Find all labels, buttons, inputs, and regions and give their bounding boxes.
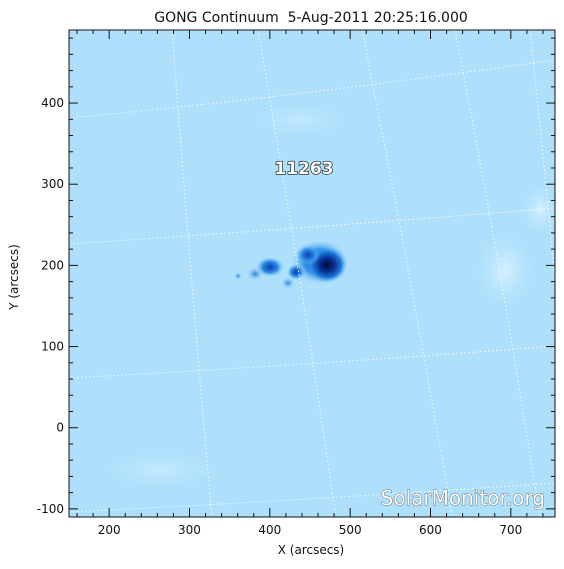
x-tick-label: 300 — [178, 523, 201, 537]
plage-region — [475, 232, 535, 308]
solarmonitor-watermark: SolarMonitor.org — [381, 486, 545, 510]
heliographic-grid — [69, 30, 555, 517]
x-axis-tick-labels: 200 300 400 500 600 700 — [98, 523, 523, 537]
sunspot — [256, 257, 284, 277]
sunspot — [287, 264, 305, 280]
y-tick-label: 400 — [41, 96, 64, 110]
plage-region — [100, 450, 220, 490]
sunspot — [234, 272, 242, 280]
x-tick-label: 500 — [339, 523, 362, 537]
y-axis-tick-labels: -100 0 100 200 300 400 — [37, 96, 64, 516]
image-title: GONG Continuum 5-Aug-2011 20:25:16.000 — [154, 10, 468, 26]
sunspot — [296, 245, 320, 265]
plage-region — [250, 102, 350, 138]
y-axis-title: Y (arcsecs) — [7, 244, 21, 311]
y-tick-label: 0 — [56, 421, 64, 435]
x-tick-label: 200 — [98, 523, 121, 537]
x-axis-title: X (arcsecs) — [278, 543, 345, 557]
y-tick-label: 100 — [41, 340, 64, 354]
sunspot — [281, 277, 295, 289]
x-tick-label: 700 — [499, 523, 522, 537]
x-tick-label: 600 — [419, 523, 442, 537]
sunspot-group — [234, 240, 348, 289]
y-tick-label: 200 — [41, 258, 64, 272]
plage-region — [522, 185, 555, 235]
y-tick-label: -100 — [37, 502, 64, 516]
plot-frame — [68, 29, 556, 518]
y-tick-label: 300 — [41, 177, 64, 191]
active-region-label: 11263 — [274, 159, 333, 179]
axis-ticks — [69, 30, 555, 517]
x-tick-label: 400 — [258, 523, 281, 537]
sunspot — [247, 267, 263, 281]
